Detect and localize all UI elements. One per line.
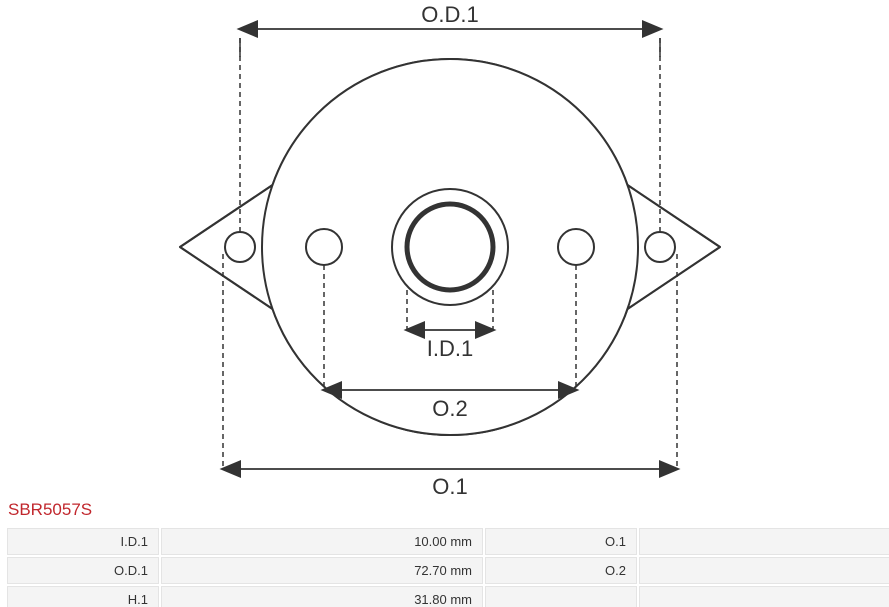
dim-value: 31.80 mm [161, 586, 483, 607]
svg-text:O.1: O.1 [432, 474, 467, 499]
dim-label: H.1 [7, 586, 159, 607]
part-number: SBR5057S [8, 500, 889, 520]
dim-label: I.D.1 [7, 528, 159, 555]
dim-value [639, 586, 889, 607]
table-row: H.1 31.80 mm [7, 586, 889, 607]
table-row: I.D.1 10.00 mm O.1 61.70 mm [7, 528, 889, 555]
dim-label: O.1 [485, 528, 637, 555]
dimensions-table: I.D.1 10.00 mm O.1 61.70 mm O.D.1 72.70 … [5, 526, 889, 607]
svg-text:O.D.1: O.D.1 [421, 2, 478, 27]
table-row: O.D.1 72.70 mm O.2 57.20 mm [7, 557, 889, 584]
dim-label: O.D.1 [7, 557, 159, 584]
dim-value: 57.20 mm [639, 557, 889, 584]
dim-value: 72.70 mm [161, 557, 483, 584]
dim-value: 10.00 mm [161, 528, 483, 555]
dim-label [485, 586, 637, 607]
dim-value: 61.70 mm [639, 528, 889, 555]
technical-diagram: O.D.1 I.D.1 O.2 O.1 [0, 0, 889, 500]
svg-text:O.2: O.2 [432, 396, 467, 421]
svg-text:I.D.1: I.D.1 [427, 336, 473, 361]
dim-label: O.2 [485, 557, 637, 584]
